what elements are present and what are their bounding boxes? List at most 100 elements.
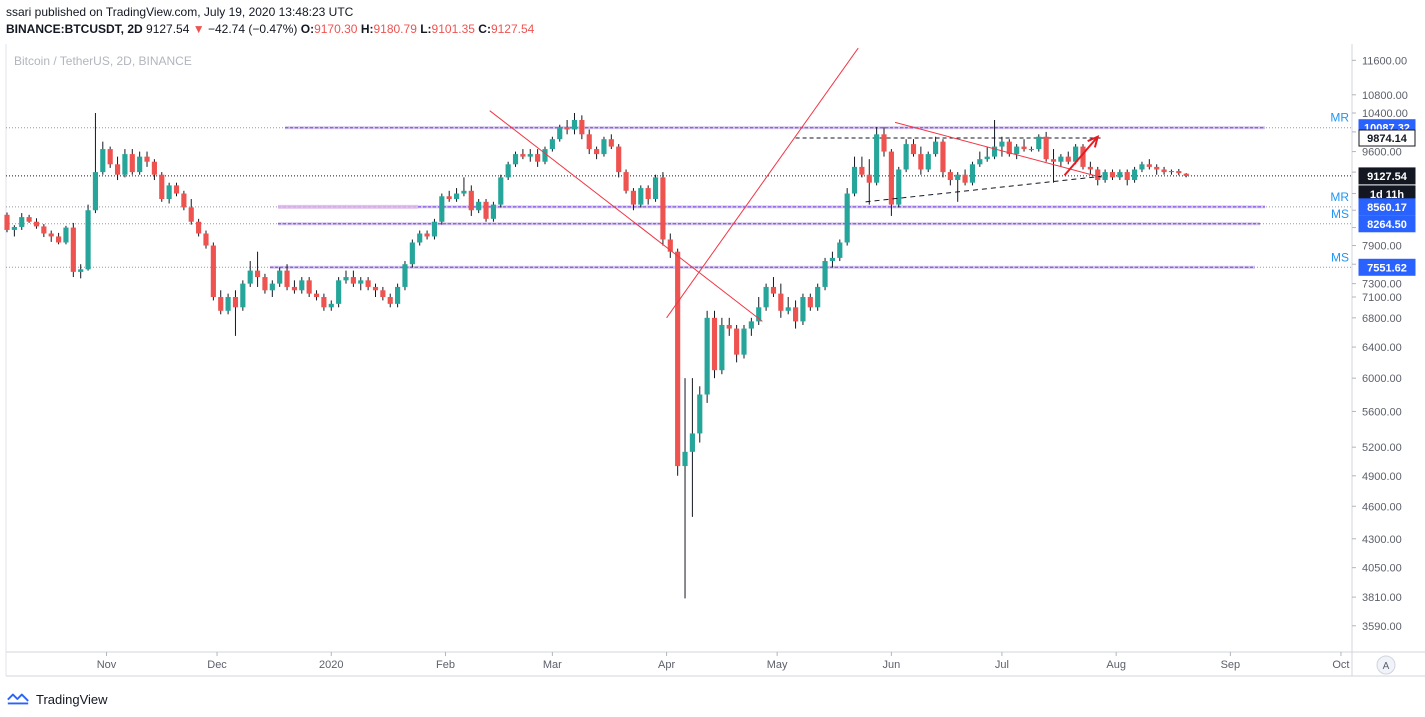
candle-body — [1014, 146, 1020, 155]
candle-body — [564, 127, 570, 130]
candle — [409, 239, 415, 268]
candle-body — [92, 172, 99, 211]
trendline — [666, 47, 859, 319]
x-tick-label: Aug — [1106, 659, 1126, 671]
candle — [1146, 159, 1152, 170]
candle-body — [741, 328, 747, 355]
candle — [933, 136, 939, 157]
candle — [829, 251, 836, 268]
trendline — [865, 175, 1102, 203]
auto-scale-circle — [1376, 655, 1396, 675]
candle-body — [284, 270, 290, 287]
candle-body — [660, 177, 666, 240]
candle-body — [896, 169, 902, 205]
candle-body — [1036, 136, 1042, 150]
candle-body — [56, 236, 62, 243]
candle — [1028, 146, 1034, 152]
candle — [1168, 169, 1175, 175]
candle-body — [446, 196, 452, 200]
candle — [1036, 134, 1042, 152]
trendline — [489, 110, 763, 322]
price-tag-bg — [1358, 215, 1416, 233]
candle-body — [1154, 166, 1160, 170]
candle — [225, 293, 231, 315]
candle — [498, 174, 504, 208]
candle-body — [1028, 149, 1034, 151]
candle — [446, 190, 452, 202]
candle — [468, 185, 474, 216]
auto-scale-button[interactable]: A — [1376, 655, 1396, 675]
candle-body — [630, 190, 637, 205]
candle-body — [527, 154, 533, 157]
candle — [557, 124, 563, 142]
brand-name[interactable]: TradingView — [36, 691, 108, 707]
candle — [129, 149, 135, 175]
candle-body — [888, 151, 894, 205]
publish-info: ssari published on TradingView.com, July… — [6, 5, 354, 19]
candle — [770, 277, 777, 298]
candle-body — [770, 286, 777, 294]
level-label: MR — [1330, 190, 1349, 204]
candle-body — [586, 134, 592, 150]
candle — [240, 280, 246, 311]
candle-body — [137, 156, 143, 173]
change-down-icon: ▼ — [192, 22, 205, 36]
price-tag: 8560.17 — [1358, 198, 1416, 216]
high-label: H: — [360, 22, 374, 36]
candle-body — [1065, 156, 1071, 162]
candle-body — [851, 166, 858, 194]
candle — [1021, 139, 1027, 152]
candle-body — [645, 188, 651, 200]
candle — [453, 188, 460, 202]
candle-body — [947, 172, 953, 181]
candle — [903, 139, 909, 173]
candle — [726, 317, 732, 336]
candle — [815, 283, 821, 311]
candle — [918, 146, 924, 175]
candle — [299, 277, 305, 294]
candle-body — [402, 264, 408, 287]
level-label: MS — [1331, 207, 1349, 221]
candle — [92, 112, 99, 214]
candle-body — [829, 257, 836, 262]
candle-body — [343, 277, 349, 281]
candle-body — [1050, 159, 1057, 162]
candle — [844, 188, 850, 246]
candle — [1080, 144, 1086, 170]
tradingview-logo-icon[interactable] — [6, 692, 30, 706]
price-chart[interactable]: Bitcoin / TetherUS, 2D, BINANCE 11600.00 1… — [0, 0, 1425, 690]
candle-body — [940, 141, 946, 173]
candle-body — [453, 193, 460, 200]
candle — [114, 156, 121, 181]
candle — [417, 230, 423, 246]
candle — [800, 293, 806, 325]
candle-body — [822, 261, 828, 287]
candle-body — [33, 221, 40, 227]
y-tick-label: 10400.00 — [1362, 108, 1408, 120]
y-tick-label: 5200.00 — [1362, 442, 1402, 454]
price-tag-label: 9127.54 — [1367, 171, 1408, 183]
candle-body — [1124, 172, 1130, 181]
candle-body — [262, 277, 268, 291]
level-label: MS — [1331, 250, 1349, 264]
candle — [1058, 154, 1064, 167]
candle-body — [225, 297, 231, 311]
candle-body — [933, 141, 939, 155]
candle — [955, 172, 961, 202]
candle-body — [512, 154, 519, 165]
symbol-label[interactable]: BINANCE:BTCUSDT, 2D — [6, 22, 143, 36]
candle-body — [1183, 173, 1189, 176]
candle — [122, 149, 128, 178]
candle — [564, 119, 570, 135]
y-tick-label: 5600.00 — [1362, 406, 1402, 418]
candle — [866, 159, 872, 205]
candle-body — [173, 185, 180, 194]
candle — [1043, 131, 1049, 162]
candle — [365, 277, 371, 291]
candle — [586, 129, 592, 155]
candle-body — [623, 172, 629, 191]
y-tick-label: 4050.00 — [1362, 563, 1402, 575]
candle-body — [792, 307, 799, 322]
candle-body — [689, 433, 695, 452]
candle-body — [579, 119, 585, 135]
